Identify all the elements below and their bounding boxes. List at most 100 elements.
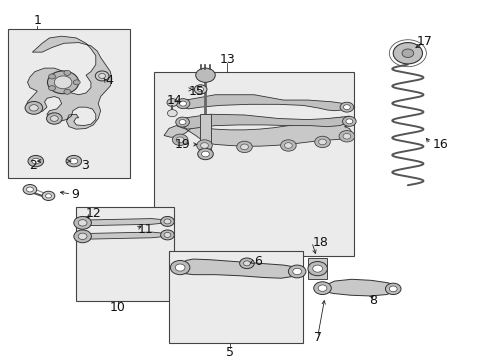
Circle shape: [29, 105, 38, 111]
Circle shape: [70, 158, 78, 164]
Text: 14: 14: [166, 94, 182, 107]
Circle shape: [54, 76, 72, 89]
Text: 4: 4: [105, 74, 113, 87]
Circle shape: [160, 230, 174, 240]
Polygon shape: [81, 219, 166, 226]
Circle shape: [175, 117, 189, 127]
Circle shape: [239, 258, 254, 269]
Circle shape: [78, 233, 87, 239]
Circle shape: [64, 89, 71, 94]
Text: 1: 1: [33, 14, 41, 27]
Circle shape: [343, 105, 349, 110]
Circle shape: [197, 87, 203, 91]
Circle shape: [172, 134, 187, 145]
Circle shape: [45, 194, 51, 198]
Text: 3: 3: [81, 159, 89, 172]
Polygon shape: [176, 259, 300, 278]
Text: 6: 6: [254, 255, 262, 268]
Circle shape: [342, 116, 355, 126]
Text: 12: 12: [86, 207, 102, 220]
Circle shape: [339, 102, 353, 112]
Circle shape: [314, 136, 330, 148]
Text: 10: 10: [110, 301, 125, 314]
Text: 17: 17: [416, 35, 432, 48]
Text: 16: 16: [431, 138, 447, 151]
Circle shape: [240, 144, 248, 150]
Circle shape: [74, 216, 91, 229]
Polygon shape: [81, 232, 166, 239]
Bar: [76, 207, 173, 301]
Text: 18: 18: [312, 235, 328, 248]
Circle shape: [196, 140, 212, 151]
Circle shape: [163, 233, 170, 237]
Circle shape: [166, 99, 177, 107]
Circle shape: [338, 131, 354, 142]
Bar: [307, 258, 327, 279]
Circle shape: [48, 86, 55, 91]
Circle shape: [26, 187, 33, 192]
Polygon shape: [183, 95, 346, 111]
Circle shape: [179, 101, 186, 106]
Text: 5: 5: [225, 346, 233, 359]
Circle shape: [47, 71, 79, 94]
Circle shape: [167, 110, 177, 117]
Circle shape: [318, 285, 326, 291]
Polygon shape: [26, 36, 112, 129]
Circle shape: [312, 265, 322, 272]
Circle shape: [42, 191, 55, 201]
Circle shape: [284, 143, 292, 148]
Circle shape: [64, 71, 71, 75]
Circle shape: [73, 80, 80, 85]
Circle shape: [201, 151, 209, 157]
Circle shape: [48, 74, 55, 79]
Bar: [168, 251, 303, 343]
Circle shape: [401, 49, 413, 58]
Text: 7: 7: [313, 331, 321, 344]
Circle shape: [176, 137, 183, 143]
Text: 15: 15: [188, 85, 204, 98]
Circle shape: [99, 73, 105, 78]
Circle shape: [28, 156, 43, 167]
Circle shape: [176, 99, 189, 109]
Text: 9: 9: [71, 188, 79, 201]
Circle shape: [195, 68, 215, 82]
Circle shape: [194, 85, 206, 94]
Bar: [8, 29, 130, 178]
Text: 13: 13: [219, 53, 235, 66]
Circle shape: [32, 158, 40, 164]
Circle shape: [25, 102, 42, 114]
Circle shape: [160, 216, 174, 226]
Circle shape: [78, 220, 87, 226]
Circle shape: [23, 185, 37, 194]
Circle shape: [342, 134, 350, 139]
Polygon shape: [182, 114, 350, 129]
Circle shape: [345, 119, 352, 124]
Text: 11: 11: [137, 223, 153, 236]
Circle shape: [280, 140, 296, 151]
Circle shape: [46, 113, 62, 124]
Circle shape: [388, 286, 396, 292]
Circle shape: [179, 120, 185, 125]
Circle shape: [318, 139, 326, 145]
Circle shape: [243, 261, 250, 266]
Bar: [154, 72, 353, 256]
Circle shape: [307, 261, 327, 276]
Text: 19: 19: [175, 138, 190, 151]
Circle shape: [392, 42, 422, 64]
Circle shape: [95, 71, 109, 81]
Polygon shape: [163, 117, 351, 146]
Circle shape: [170, 261, 189, 275]
Polygon shape: [320, 279, 395, 296]
Bar: [199, 114, 211, 150]
Circle shape: [200, 143, 208, 148]
Circle shape: [50, 116, 58, 121]
Circle shape: [74, 230, 91, 243]
Circle shape: [197, 148, 213, 160]
Circle shape: [66, 156, 81, 167]
Circle shape: [288, 265, 305, 278]
Text: 8: 8: [368, 294, 376, 307]
Circle shape: [236, 141, 252, 153]
Circle shape: [313, 282, 330, 294]
Circle shape: [385, 283, 400, 294]
Text: 2: 2: [29, 159, 37, 172]
